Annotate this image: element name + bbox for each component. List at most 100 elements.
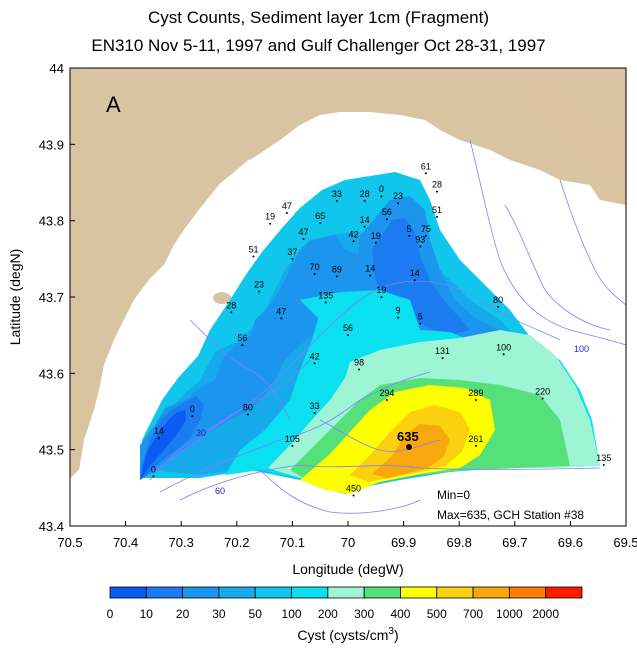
station-value-label: 42 [349,229,359,239]
station-value-label: 75 [421,224,431,234]
station-marker [497,305,500,308]
station-marker [191,415,194,418]
station-marker [385,218,388,221]
max-station-marker: 635 [397,429,419,450]
station-marker [241,344,244,347]
colorbar-level-label: 1000 [496,607,523,621]
colorbar-level-label: 700 [463,607,483,621]
station-marker [285,212,288,215]
station-value-label: 14 [360,215,370,225]
station-marker [385,399,388,402]
station-value-label: 28 [432,180,442,190]
station-value-label: 5 [418,312,423,322]
colorbar-swatch [436,586,474,599]
station-value-label: 450 [346,483,361,493]
colorbar-swatch [254,586,292,599]
y-axis-title: Latitude (degN) [7,249,23,346]
cyst-contour-fills [140,172,600,494]
colorbar-swatch [545,586,583,599]
station-value-label: 70 [310,262,320,272]
station-marker [363,199,366,202]
station-marker [352,240,355,243]
station-marker [474,444,477,447]
y-tick-label: 43.6 [39,366,64,381]
station-marker [313,362,316,365]
station-value-label: 28 [226,300,236,310]
x-axis-ticks: 70.5 70.4 70.3 70.2 70.1 70 69.9 69.8 69.7 69.6 69… [57,521,637,550]
colorbar-swatch [508,586,547,599]
colorbar-title: Cyst (cysts/cm3) [297,626,398,643]
station-marker [280,317,283,320]
colorbar-swatch [182,586,220,599]
station-marker [435,215,438,218]
station-value-label: 289 [468,388,483,398]
x-tick-label: 69.6 [558,535,583,550]
x-tick-label: 69.9 [391,535,416,550]
station-marker [157,437,160,440]
station-marker [358,368,361,371]
isobath-label-60: 60 [215,486,225,496]
station-value-label: 14 [365,264,375,274]
y-axis-ticks: 43.4 43.5 43.6 43.7 43.8 43.9 44 [39,61,75,534]
station-marker [424,172,427,175]
station-value-label: 42 [310,351,320,361]
colorbar-swatch [109,586,147,599]
station-marker [291,444,294,447]
colorbar-level-label: 0 [107,607,114,621]
colorbar: 0 10 20 30 50 100 200 300 400 500 700 1000 2000 [107,586,583,621]
station-marker [230,311,233,314]
station-value-label: 65 [315,211,325,221]
station-value-label: 28 [360,189,370,199]
station-value-label: 19 [371,231,381,241]
x-tick-label: 69.5 [613,535,637,550]
station-marker [313,273,316,276]
y-tick-label: 43.8 [39,214,64,229]
station-value-label: 51 [432,205,442,215]
x-tick-label: 70.2 [224,535,249,550]
station-value-label: 47 [299,227,309,237]
station-marker [419,322,422,325]
x-tick-label: 69.8 [447,535,472,550]
colorbar-swatch [218,586,256,599]
station-marker [502,353,505,356]
station-marker [291,257,294,260]
max-value-text: Max=635, GCH Station #38 [437,508,584,522]
station-value-label: 23 [393,191,403,201]
colorbar-swatch [291,586,329,599]
station-marker [541,397,544,400]
chart-title-line-2: EN310 Nov 5-11, 1997 and Gulf Challenger… [91,36,546,55]
station-value-label: 89 [332,264,342,274]
station-marker [347,334,349,337]
station-marker [352,494,355,497]
station-value-label: 5 [407,224,412,234]
station-value-label: 19 [265,212,275,222]
x-tick-label: 69.7 [502,535,527,550]
isobath-label-100: 100 [574,344,589,354]
station-value-label: 93 [415,235,425,245]
station-marker [319,221,322,224]
x-tick-label: 70.1 [280,535,305,550]
station-value-label: 261 [468,434,483,444]
station-marker [324,301,327,304]
y-tick-label: 43.5 [39,443,64,458]
y-tick-label: 44 [50,61,64,76]
station-marker [419,245,422,248]
station-value-label: 56 [343,323,353,333]
colorbar-level-label: 30 [212,607,226,621]
station-value-label: 135 [596,453,611,463]
station-value-label: 98 [354,358,364,368]
x-tick-label: 70 [341,535,355,550]
colorbar-level-label: 200 [318,607,338,621]
colorbar-level-label: 400 [390,607,410,621]
station-marker [258,290,261,293]
station-marker [269,222,272,225]
station-value-label: 14 [410,268,420,278]
station-value-label: 9 [396,306,401,316]
station-value-label: 0 [190,404,195,414]
max-value-label: 635 [397,429,419,444]
station-marker [413,279,416,282]
colorbar-level-label: 10 [140,607,154,621]
station-value-label: 33 [310,401,320,411]
station-value-label: 47 [282,201,292,211]
station-marker [369,274,372,277]
